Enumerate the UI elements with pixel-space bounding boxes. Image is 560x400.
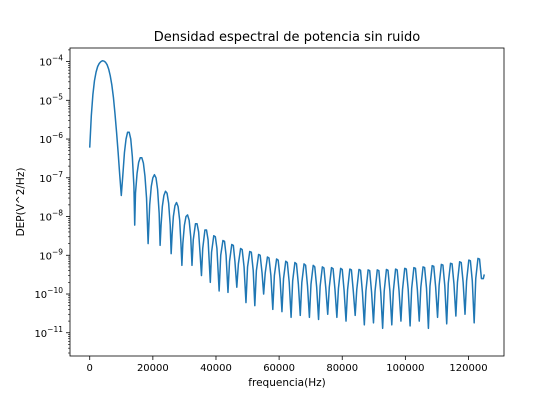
- y-tick-label-exponent: −10: [47, 286, 63, 295]
- x-axis-ticks: 0 20000 40000 60000 80000 100000 120000: [87, 356, 488, 374]
- x-tick-label: 40000: [200, 363, 232, 374]
- axes-frame: [69, 47, 505, 357]
- y-tick-label-base: 10: [34, 329, 47, 340]
- y-tick-label-base: 10: [34, 290, 47, 301]
- y-tick-label: 10−10: [34, 286, 63, 301]
- plot-area: 0 20000 40000 60000 80000 100000 120000 10−410…: [34, 47, 505, 374]
- y-tick-label-exponent: −5: [52, 92, 63, 101]
- y-tick-label-base: 10: [39, 251, 52, 262]
- y-tick-label: 10−9: [39, 247, 63, 262]
- y-tick-label-exponent: −11: [47, 325, 63, 334]
- y-tick-label: 10−11: [34, 325, 63, 340]
- y-tick-label: 10−6: [39, 131, 63, 146]
- chart-title: Densidad espectral de potencia sin ruido: [154, 30, 421, 45]
- x-tick-label: 120000: [449, 363, 487, 374]
- y-tick-label-exponent: −9: [52, 247, 63, 256]
- y-tick-label-exponent: −8: [52, 209, 63, 218]
- y-tick-label: 10−8: [39, 209, 63, 224]
- x-tick-label: 0: [87, 363, 93, 374]
- x-axis-label: frequencia(Hz): [248, 377, 325, 389]
- y-axis-label: DEP(V^2/Hz): [15, 168, 27, 237]
- y-tick-label-base: 10: [39, 174, 52, 185]
- y-tick-label-base: 10: [39, 58, 52, 69]
- y-tick-label-exponent: −4: [52, 54, 63, 63]
- x-tick-label: 20000: [137, 363, 169, 374]
- y-tick-label: 10−7: [39, 170, 63, 185]
- y-tick-label: 10−5: [39, 92, 63, 107]
- y-tick-label-exponent: −7: [52, 170, 63, 179]
- y-tick-label-exponent: −6: [52, 131, 63, 140]
- y-tick-label-base: 10: [39, 213, 52, 224]
- y-tick-label-base: 10: [39, 135, 52, 146]
- psd-series-line: [88, 59, 486, 330]
- series-layer: [88, 59, 486, 330]
- x-tick-label: 60000: [263, 363, 295, 374]
- x-tick-label: 80000: [326, 363, 358, 374]
- y-tick-label-base: 10: [39, 96, 52, 107]
- y-tick-label: 10−4: [39, 54, 63, 69]
- x-tick-label: 100000: [386, 363, 424, 374]
